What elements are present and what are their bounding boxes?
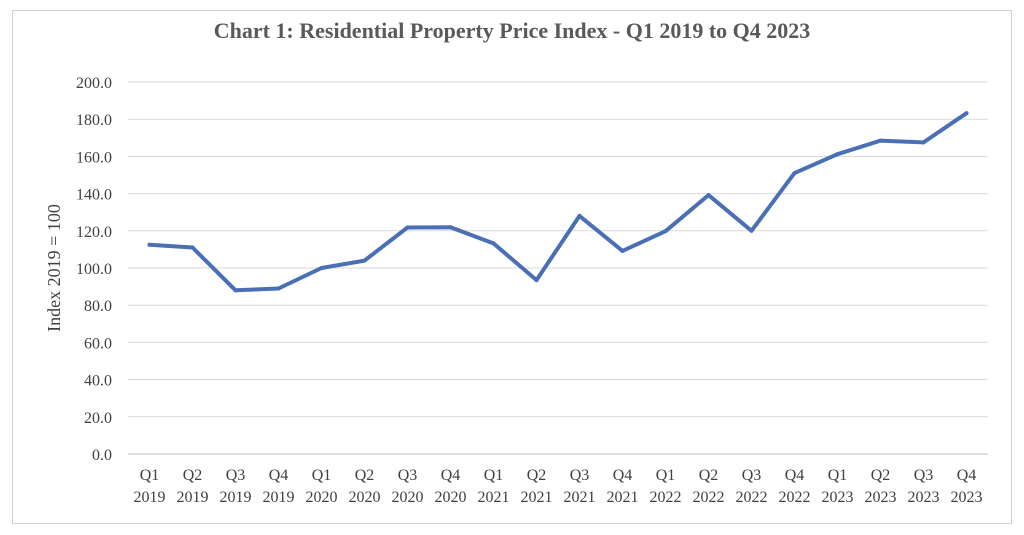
chart-frame	[12, 10, 1012, 524]
y-tick-label: 60.0	[84, 335, 112, 352]
series-line	[147, 111, 969, 293]
y-tick-label: 120.0	[76, 224, 112, 241]
data-point	[534, 278, 539, 283]
y-tick-label: 180.0	[76, 112, 112, 129]
data-point	[491, 241, 496, 246]
x-tick-label: Q4 2023	[951, 467, 983, 506]
x-tick-label: Q2 2023	[865, 467, 897, 506]
data-point	[792, 171, 797, 176]
x-tick-label: Q2 2020	[349, 467, 381, 506]
x-tick-label: Q1 2019	[134, 467, 166, 506]
x-tick-label: Q4 2020	[435, 467, 467, 506]
data-point	[964, 111, 969, 116]
data-point	[749, 228, 754, 233]
x-tick-label: Q3 2019	[220, 467, 252, 506]
data-point	[190, 245, 195, 250]
data-point	[147, 242, 152, 247]
y-tick-label: 0.0	[92, 447, 112, 464]
data-point	[921, 140, 926, 145]
x-tick-label: Q1 2020	[306, 467, 338, 506]
data-point	[233, 288, 238, 293]
y-tick-label: 20.0	[84, 410, 112, 427]
data-point	[706, 193, 711, 198]
data-point	[362, 258, 367, 263]
y-tick-label: 40.0	[84, 373, 112, 390]
data-point	[577, 213, 582, 218]
x-tick-label: Q1 2022	[650, 467, 682, 506]
x-tick-label: Q3 2022	[736, 467, 768, 506]
x-tick-label: Q1 2023	[822, 467, 854, 506]
y-tick-label: 100.0	[76, 261, 112, 278]
x-tick-label: Q1 2021	[478, 467, 510, 506]
data-point	[405, 225, 410, 230]
x-tick-label: Q3 2020	[392, 467, 424, 506]
data-point	[319, 266, 324, 270]
y-tick-label: 80.0	[84, 298, 112, 315]
y-axis-label: Index 2019 = 100	[44, 204, 64, 332]
x-tick-label: Q2 2022	[693, 467, 725, 506]
x-tick-label: Q2 2019	[177, 467, 209, 506]
data-point	[878, 138, 883, 143]
chart-title: Chart 1: Residential Property Price Inde…	[213, 18, 811, 43]
x-tick-label: Q3 2021	[564, 467, 596, 506]
y-tick-label: 160.0	[76, 149, 112, 166]
data-point	[276, 286, 281, 291]
data-point	[835, 152, 840, 157]
y-tick-label: 200.0	[76, 75, 112, 92]
x-tick-label: Q3 2023	[908, 467, 940, 506]
y-tick-label: 140.0	[76, 187, 112, 204]
x-tick-label: Q2 2021	[521, 467, 553, 506]
data-point	[663, 229, 668, 234]
data-point	[448, 225, 453, 230]
x-tick-label: Q4 2019	[263, 467, 295, 506]
x-tick-label: Q4 2021	[607, 467, 639, 506]
x-tick-label: Q4 2022	[779, 467, 811, 506]
data-point	[620, 248, 625, 253]
